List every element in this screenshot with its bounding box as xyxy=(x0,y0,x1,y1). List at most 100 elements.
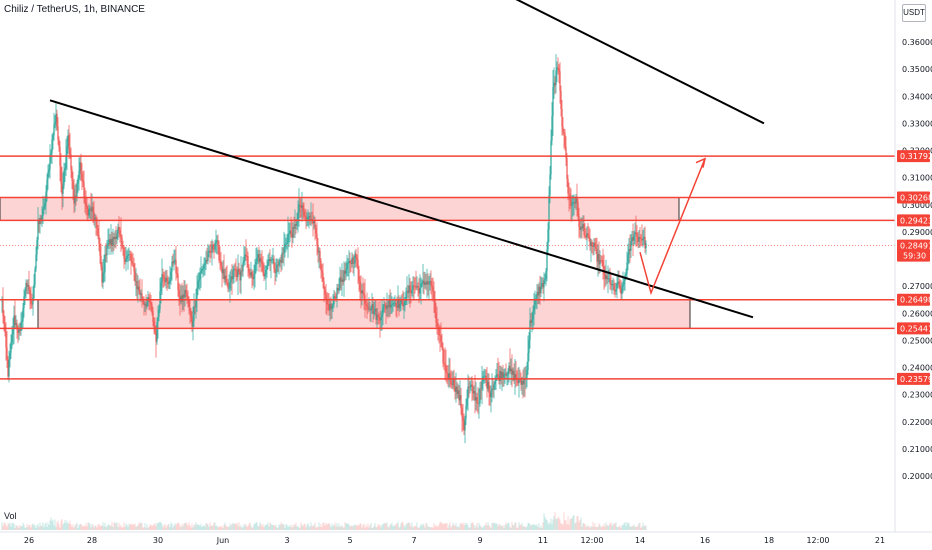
volume-bar xyxy=(417,527,419,530)
candle-body xyxy=(575,198,577,204)
candle-body xyxy=(548,195,550,230)
candle-body xyxy=(387,305,389,308)
volume-bar xyxy=(478,522,480,530)
volume-bar xyxy=(354,524,356,530)
volume-bar xyxy=(463,522,465,530)
candle-body xyxy=(386,305,388,310)
candle-body xyxy=(514,373,516,381)
candle-body xyxy=(327,303,329,305)
candle-body xyxy=(474,391,476,401)
volume-bar xyxy=(345,523,347,530)
candle-body xyxy=(240,270,242,281)
candle-body xyxy=(153,321,155,327)
volume-bar xyxy=(447,527,449,530)
candle-body xyxy=(224,275,226,280)
volume-bar xyxy=(487,522,489,530)
candle-body xyxy=(489,392,491,398)
candle-body xyxy=(257,254,259,259)
candle-body xyxy=(483,376,485,377)
candle-body xyxy=(487,381,489,389)
candle-body xyxy=(83,182,85,199)
candle-body xyxy=(321,270,323,273)
volume-bar xyxy=(8,524,10,530)
candle-body xyxy=(47,171,49,180)
candle-body xyxy=(475,397,477,401)
candle-body xyxy=(275,272,277,274)
volume-bar xyxy=(294,525,296,530)
volume-bar xyxy=(21,526,23,530)
candle-body xyxy=(564,133,566,147)
candle-body xyxy=(468,386,470,388)
price-tag xyxy=(897,214,930,227)
volume-bar xyxy=(260,523,262,530)
candle-body xyxy=(470,384,472,388)
volume-bar xyxy=(282,524,284,530)
candle-body xyxy=(334,296,336,298)
volume-bar xyxy=(352,526,354,530)
volume-bar xyxy=(372,527,374,530)
volume-bar xyxy=(386,522,388,530)
candle-body xyxy=(199,273,201,280)
volume-bar xyxy=(422,523,424,530)
candle-body xyxy=(181,295,183,302)
volume-bar xyxy=(407,522,409,530)
candle-body xyxy=(517,380,519,384)
volume-bar xyxy=(539,527,541,530)
volume-bar xyxy=(248,523,250,530)
volume-bar xyxy=(625,525,627,530)
volume-bar xyxy=(116,522,118,530)
candle-body xyxy=(399,303,401,309)
volume-bar xyxy=(5,524,7,530)
candle-body xyxy=(229,282,231,289)
volume-bar xyxy=(626,522,628,530)
candle-body xyxy=(504,373,506,374)
candle-body xyxy=(249,272,251,276)
volume-bar xyxy=(311,525,313,530)
volume-bar xyxy=(611,525,613,530)
price-tick-label: 0.24000 xyxy=(902,364,932,373)
volume-bar xyxy=(317,526,319,530)
volume-bar xyxy=(408,522,410,530)
volume-bar xyxy=(374,522,376,530)
currency-badge[interactable]: USDT xyxy=(902,4,926,22)
volume-bar xyxy=(257,525,259,530)
candle-body xyxy=(388,300,390,308)
volume-bar xyxy=(614,523,616,530)
volume-bar xyxy=(531,524,533,530)
candle-body xyxy=(627,254,629,263)
price-tick-label: 0.27000 xyxy=(902,282,932,291)
volume-bar xyxy=(348,524,350,530)
candle-body xyxy=(606,275,608,280)
candle-body xyxy=(125,258,127,262)
volume-bar xyxy=(149,523,151,530)
volume-bar xyxy=(273,525,275,530)
candle-body xyxy=(396,306,398,308)
volume-bar xyxy=(427,526,429,530)
volume-bar xyxy=(428,526,430,530)
volume-bar xyxy=(220,527,222,530)
candle-body xyxy=(451,384,453,385)
candle-body xyxy=(510,368,512,372)
volume-bar xyxy=(219,525,221,530)
candle-body xyxy=(346,263,348,270)
candle-body xyxy=(131,260,133,264)
candle-body xyxy=(423,280,425,285)
volume-bar xyxy=(474,527,476,530)
volume-bars xyxy=(1,512,647,530)
volume-bar xyxy=(639,523,641,530)
candle-body xyxy=(561,109,563,127)
candle-body xyxy=(382,307,384,315)
candle-body xyxy=(73,189,75,204)
volume-bar xyxy=(381,524,383,530)
candle-body xyxy=(127,254,129,256)
volume-bar xyxy=(620,527,622,530)
volume-bar xyxy=(339,527,341,530)
candle-body xyxy=(170,271,172,280)
volume-bar xyxy=(322,522,324,530)
volume-bar xyxy=(623,523,625,530)
time-axis[interactable]: 26 28 30 Jun 3 5 7 9 11 12:00 14 16 18 12:00 21 xyxy=(24,536,885,545)
trendline xyxy=(49,99,754,319)
volume-bar xyxy=(513,525,515,530)
volume-bar xyxy=(594,523,596,530)
